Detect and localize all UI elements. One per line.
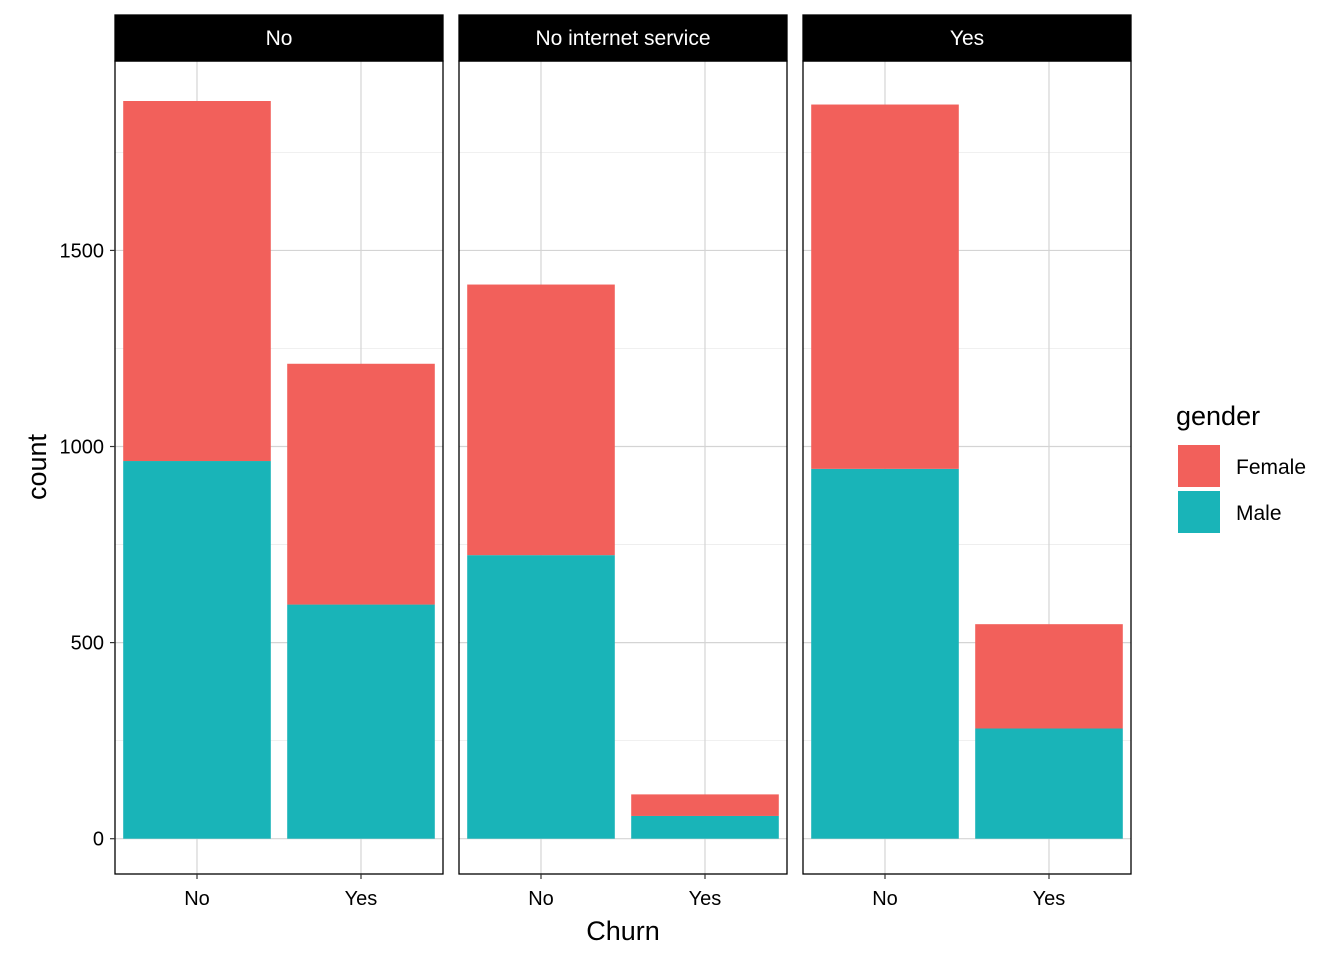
bar-no-internet-service-yes-female xyxy=(631,794,779,816)
legend-label-female: Female xyxy=(1236,456,1306,479)
y-axis: 0 500 1000 1500 xyxy=(60,240,115,851)
facet-strip-label: Yes xyxy=(950,27,984,50)
y-tick-label: 0 xyxy=(93,829,104,851)
bar-no-yes-female xyxy=(287,363,435,605)
x-tick-label: No xyxy=(872,888,898,910)
facet-strip-label: No xyxy=(266,27,293,50)
bar-no-no-male xyxy=(123,461,271,839)
facet-strip xyxy=(114,14,444,62)
legend-key-male xyxy=(1178,491,1220,533)
bar-yes-no-male xyxy=(811,468,959,839)
y-tick-label: 1000 xyxy=(60,437,105,459)
bar-yes-yes-female xyxy=(975,624,1123,729)
y-axis-title: count xyxy=(22,433,52,500)
bar-no-internet-service-no-female xyxy=(467,284,615,556)
facet-strip xyxy=(802,14,1132,62)
legend-title: gender xyxy=(1176,401,1260,431)
x-tick-label: No xyxy=(528,888,554,910)
y-tick-label: 1500 xyxy=(60,240,105,262)
x-tick-label: No xyxy=(184,888,210,910)
bar-yes-no-female xyxy=(811,104,959,469)
x-tick-label: Yes xyxy=(1033,888,1066,910)
facet-panel-no: No No Yes xyxy=(114,14,444,910)
bar-yes-yes-male xyxy=(975,728,1123,839)
bar-no-internet-service-no-male xyxy=(467,555,615,839)
facet-panels: No No Yes No internet service No Yes Yes No Yes xyxy=(114,14,1132,910)
x-axis-title: Churn xyxy=(586,916,660,946)
x-tick-label: Yes xyxy=(689,888,722,910)
legend: gender Female Male xyxy=(1176,401,1306,533)
facet-strip xyxy=(458,14,788,62)
facet-panel-no-internet-service: No internet service No Yes xyxy=(458,14,788,910)
facet-strip-label: No internet service xyxy=(535,27,710,50)
legend-key-female xyxy=(1178,445,1220,487)
legend-label-male: Male xyxy=(1236,502,1282,525)
bar-no-yes-male xyxy=(287,604,435,839)
bar-no-no-female xyxy=(123,101,271,462)
x-tick-label: Yes xyxy=(345,888,378,910)
y-tick-label: 500 xyxy=(71,633,104,655)
facet-panel-yes: Yes No Yes xyxy=(802,14,1132,910)
bar-no-internet-service-yes-male xyxy=(631,815,779,839)
